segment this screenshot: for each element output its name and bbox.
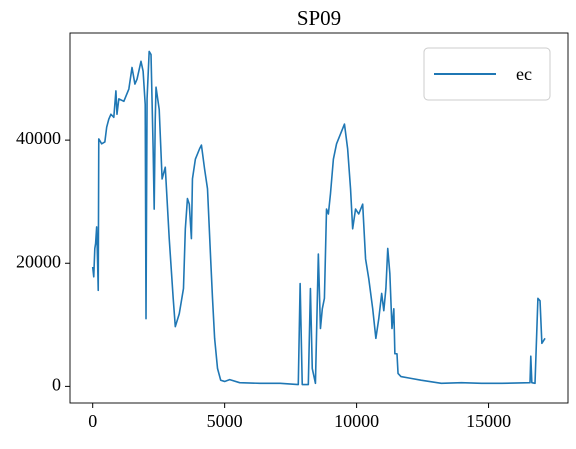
x-tick-label: 10000	[334, 411, 379, 431]
line-series	[91, 50, 546, 386]
y-tick-label: 0	[52, 375, 61, 395]
y-tick-label: 40000	[16, 128, 61, 148]
x-tick-label: 15000	[466, 411, 511, 431]
y-tick-label: 20000	[16, 251, 61, 271]
chart-title: SP09	[297, 6, 341, 30]
x-tick-label: 5000	[207, 411, 243, 431]
axes-frame	[69, 32, 569, 404]
x-tick-label: 0	[88, 411, 97, 431]
legend-label: ec	[516, 64, 532, 84]
